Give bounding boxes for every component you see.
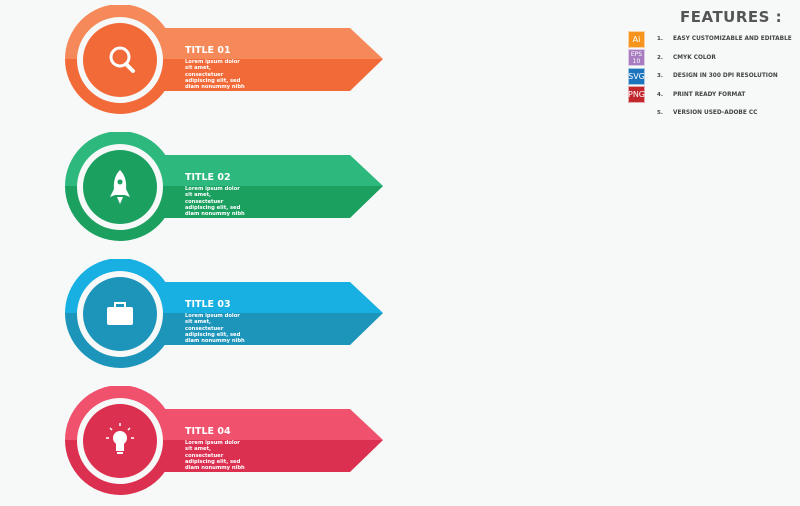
briefcase-icon xyxy=(107,302,133,325)
feature-item: 5. VERSION USED-ADOBE CC xyxy=(628,104,798,123)
feature-label: DESIGN IN 300 DPI RESOLUTION xyxy=(673,73,778,80)
feature-label: VERSION USED-ADOBE CC xyxy=(673,110,758,117)
feature-label: EASY CUSTOMIZABLE AND EDITABLE xyxy=(673,36,792,43)
format-badge-icon: Ai xyxy=(628,30,645,48)
features-title: FEATURES : xyxy=(680,8,783,26)
step-title: TITLE 02 xyxy=(185,172,231,183)
step-body: Lorem ipsum dolor sit amet, consectetuer… xyxy=(185,59,245,91)
arrow-top xyxy=(120,155,383,186)
features-panel: FEATURES : Ai 1. EASY CUSTOMIZABLE AND EDI… xyxy=(628,8,798,123)
step-3: TITLE 03 Lorem ipsum dolor sit amet, con… xyxy=(0,259,400,379)
step-body: Lorem ipsum dolor sit amet, consectetuer… xyxy=(185,440,245,472)
arrow-bottom xyxy=(120,186,383,218)
format-badge-icon: PNG xyxy=(628,86,645,104)
step-body: Lorem ipsum dolor sit amet, consectetuer… xyxy=(185,186,245,218)
feature-label: CMYK COLOR xyxy=(673,54,716,61)
step-4: TITLE 04 Lorem ipsum dolor sit amet, con… xyxy=(0,386,400,506)
format-badge-icon: EPS 10 xyxy=(628,49,645,67)
step-title: TITLE 04 xyxy=(185,426,231,437)
step-body: Lorem ipsum dolor sit amet, consectetuer… xyxy=(185,313,245,345)
lightbulb-icon xyxy=(106,423,134,454)
feature-number: 1. xyxy=(657,36,663,43)
feature-label: PRINT READY FORMAT xyxy=(673,91,746,98)
feature-item: EPS 10 2. CMYK COLOR xyxy=(628,49,798,68)
step-1: TITLE 01 Lorem ipsum dolor sit amet, con… xyxy=(0,5,400,125)
format-badge-icon: SVG xyxy=(628,67,645,85)
rocket-icon xyxy=(110,170,130,204)
feature-item: Ai 1. EASY CUSTOMIZABLE AND EDITABLE xyxy=(628,30,798,49)
arrow-bottom xyxy=(120,313,383,345)
feature-item: PNG 4. PRINT READY FORMAT xyxy=(628,86,798,105)
arrow-bottom xyxy=(120,440,383,472)
arrow-top xyxy=(120,282,383,313)
step-2: TITLE 02 Lorem ipsum dolor sit amet, con… xyxy=(0,132,400,252)
feature-number: 5. xyxy=(657,110,663,117)
feature-number: 4. xyxy=(657,91,663,98)
feature-number: 3. xyxy=(657,73,663,80)
arrow-bottom xyxy=(120,59,383,91)
arrow-top xyxy=(120,28,383,59)
arrow-top xyxy=(120,409,383,440)
feature-item: SVG 3. DESIGN IN 300 DPI RESOLUTION xyxy=(628,67,798,86)
search-icon xyxy=(109,46,135,73)
step-title: TITLE 01 xyxy=(185,45,231,56)
step-title: TITLE 03 xyxy=(185,299,231,310)
feature-number: 2. xyxy=(657,54,663,61)
